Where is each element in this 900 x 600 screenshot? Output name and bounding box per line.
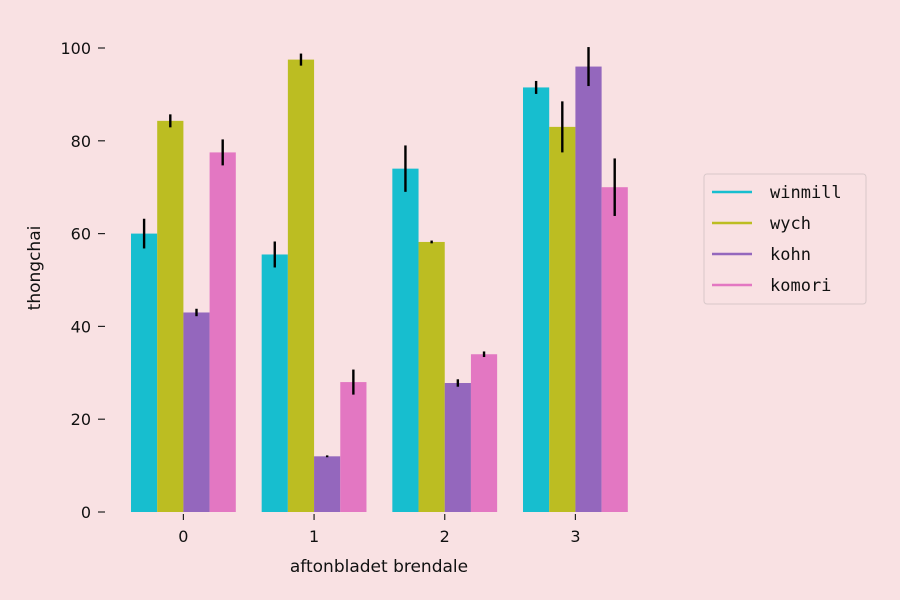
y-tick-label: 0 — [81, 503, 91, 522]
bar-wych-1 — [287, 59, 315, 512]
bar-kohn-2 — [444, 383, 471, 512]
bar-winmill-1 — [261, 254, 288, 513]
bars — [131, 59, 628, 513]
bar-wych-0 — [157, 120, 184, 513]
y-axis: 0 20 40 60 80 100 — [60, 39, 105, 522]
y-axis-title: thongchai — [25, 226, 45, 311]
x-axis: 0 1 2 3 — [178, 514, 581, 546]
bar-komori-2 — [470, 354, 498, 512]
y-tick-label: 80 — [71, 132, 91, 151]
y-tick-label: 100 — [60, 39, 91, 58]
legend: winmill wych kohn komori — [703, 173, 867, 305]
x-tick-label: 0 — [178, 527, 188, 546]
bar-komori-1 — [340, 382, 367, 512]
legend-box — [703, 173, 867, 305]
bar-wych-3 — [549, 126, 576, 512]
x-tick-label: 1 — [309, 527, 319, 546]
x-tick-label: 2 — [440, 527, 450, 546]
legend-label: wych — [770, 214, 811, 234]
legend-label: winmill — [770, 183, 842, 203]
bar-wych-2 — [418, 241, 445, 512]
bar-kohn-0 — [183, 312, 210, 512]
error-bars — [142, 47, 616, 458]
bar-komori-0 — [209, 152, 236, 512]
bar-komori-3 — [601, 187, 628, 512]
bar-kohn-3 — [575, 66, 602, 512]
x-axis-title: aftonbladet brendale — [290, 557, 468, 577]
y-tick-label: 60 — [71, 225, 91, 244]
y-tick-label: 40 — [71, 317, 91, 336]
y-tick-label: 20 — [71, 410, 91, 429]
bar-winmill-3 — [523, 87, 550, 512]
legend-label: kohn — [770, 245, 811, 265]
legend-label: komori — [770, 276, 831, 296]
bar-winmill-2 — [392, 168, 419, 512]
bar-kohn-1 — [314, 456, 341, 512]
bar-winmill-0 — [131, 233, 158, 512]
x-tick-label: 3 — [570, 527, 580, 546]
